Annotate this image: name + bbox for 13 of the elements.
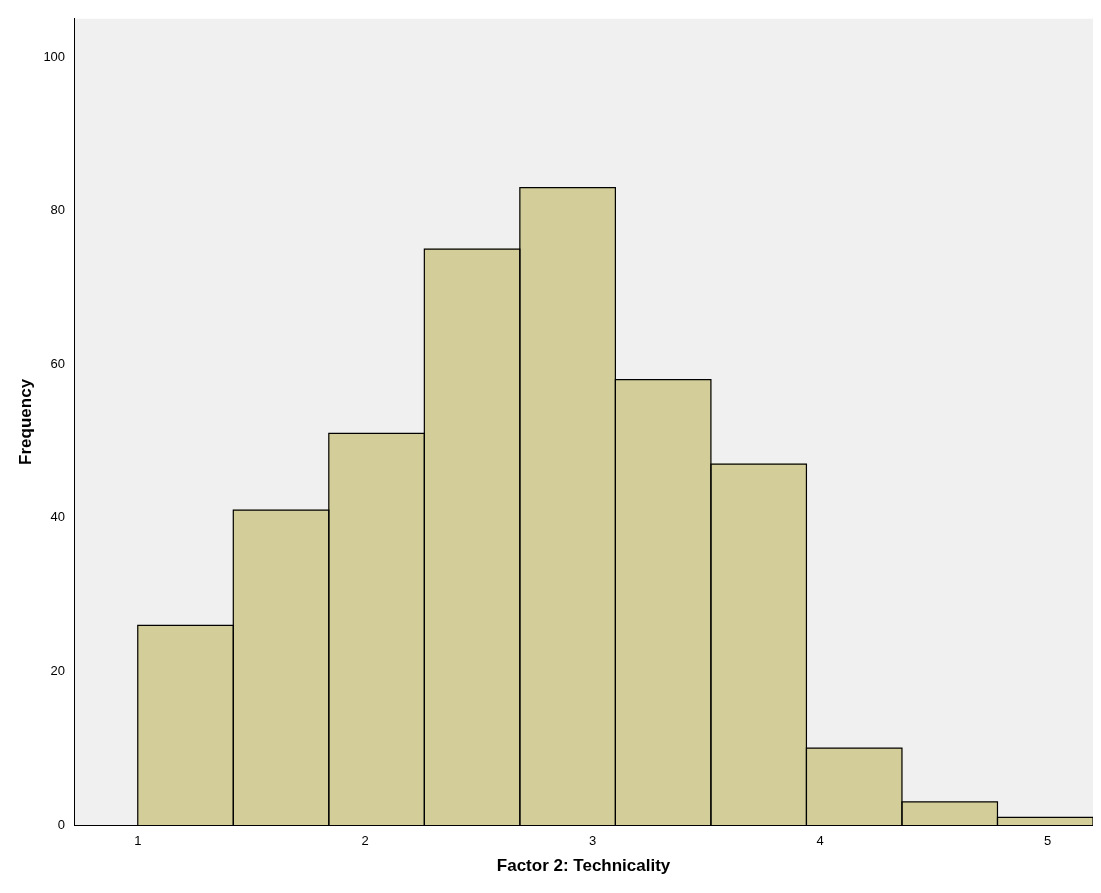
y-axis-title: Frequency bbox=[15, 378, 35, 465]
y-tick-label: 0 bbox=[57, 816, 66, 832]
y-tick-label: 20 bbox=[50, 663, 66, 679]
x-tick-label: 5 bbox=[1043, 833, 1052, 849]
y-tick-label: 60 bbox=[50, 355, 66, 371]
x-tick-label: 4 bbox=[816, 833, 824, 849]
y-tick-label: 80 bbox=[50, 202, 66, 218]
x-tick-label: 3 bbox=[589, 833, 597, 849]
x-tick-label: 2 bbox=[361, 833, 369, 849]
x-axis-title: Factor 2: Technicality bbox=[496, 856, 671, 876]
x-tick-label: 1 bbox=[134, 833, 142, 849]
y-tick-label: 100 bbox=[43, 48, 66, 64]
y-tick-label: 40 bbox=[50, 509, 66, 525]
